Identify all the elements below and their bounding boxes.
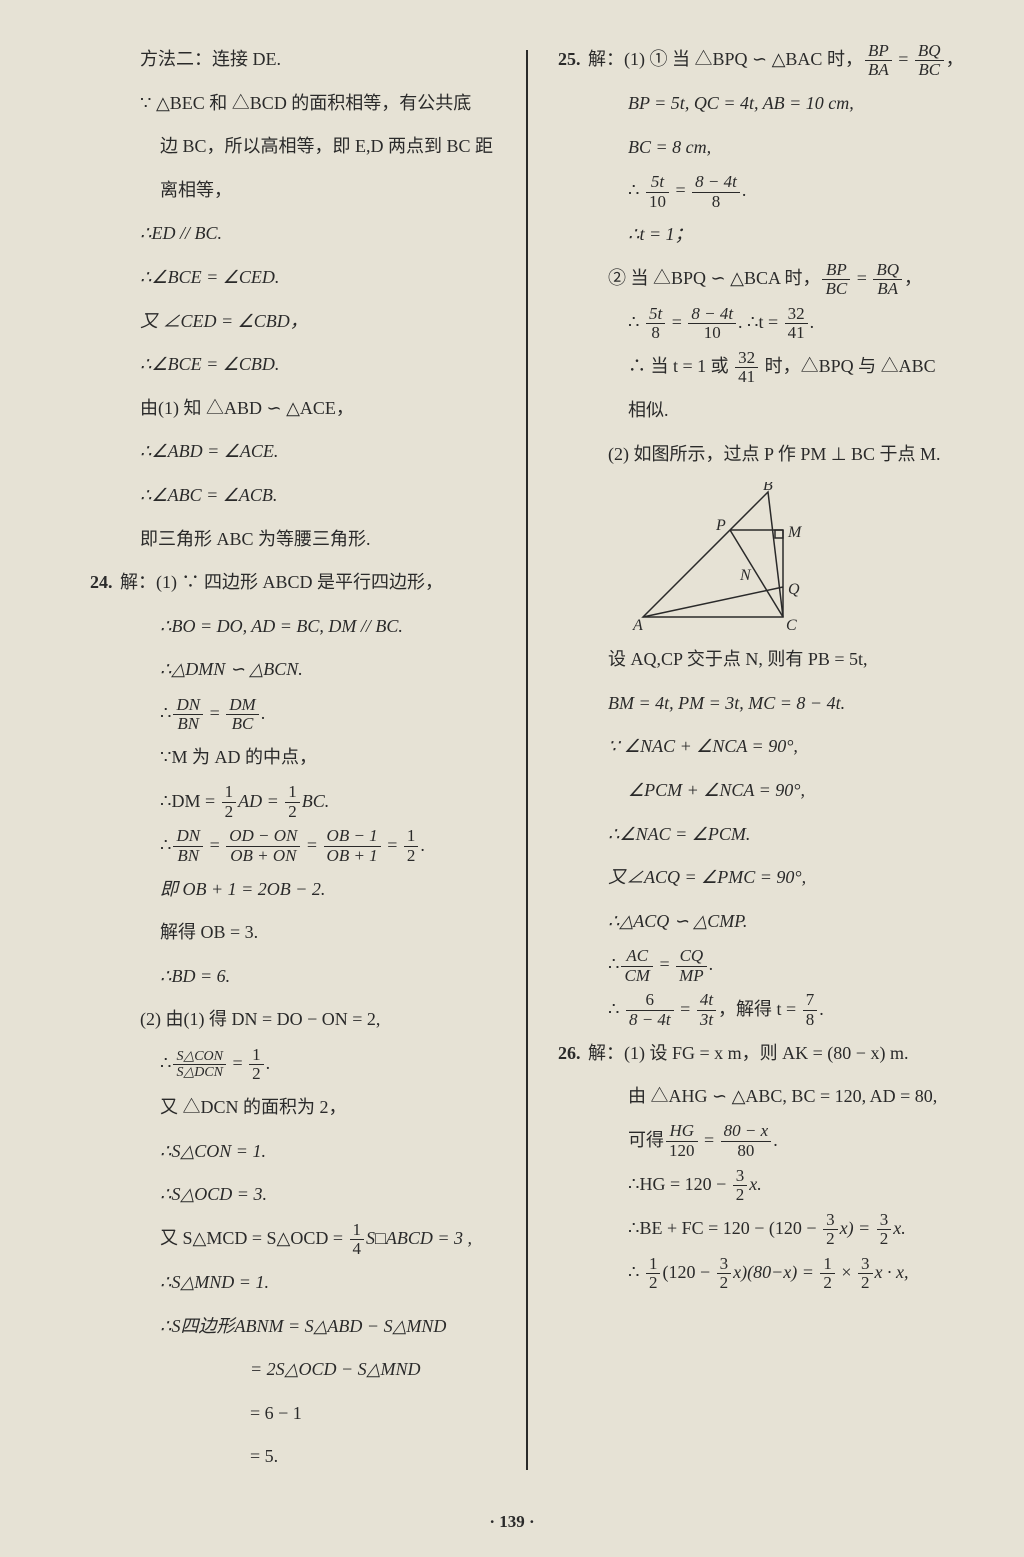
- question-25: 25.解：(1) ① 当 △BPQ ∽ △BAC 时，BPBA = BQBC，: [558, 40, 974, 80]
- text-line: ∴∠ABC = ∠ACB.: [90, 476, 506, 516]
- question-number: 26.: [558, 1034, 588, 1074]
- label-B: B: [763, 482, 773, 494]
- text-line: ∴HG = 120 − 32x.: [558, 1165, 974, 1205]
- text-line: 边 BC，所以高相等，即 E,D 两点到 BC 距: [90, 127, 506, 167]
- text-line: 即三角形 ABC 为等腰三角形.: [90, 520, 506, 560]
- text-line: ∴ 12(120 − 32x)(80−x) = 12 × 32x · x,: [558, 1253, 974, 1293]
- text-line: (2) 如图所示，过点 P 作 PM ⊥ BC 于点 M.: [558, 435, 974, 475]
- text-line: ∴△ACQ ∽ △CMP.: [558, 902, 974, 942]
- text-line: ∴∠BCE = ∠CBD.: [90, 345, 506, 385]
- text-line: ∴△DMN ∽ △BCN.: [90, 650, 506, 690]
- text-line: ∴S△CONS△DCN = 12.: [90, 1044, 506, 1084]
- text-line: ∴ 68 − 4t = 4t3t，解得 t = 78.: [558, 990, 974, 1030]
- text-line: = 2S△OCD − S△MND: [90, 1350, 506, 1390]
- text-line: ∠PCM + ∠NCA = 90°,: [558, 771, 974, 811]
- text-line: ∴S△MND = 1.: [90, 1263, 506, 1303]
- label-A: A: [632, 617, 643, 632]
- question-26: 26.解：(1) 设 FG = x m，则 AK = (80 − x) m.: [558, 1034, 974, 1074]
- text-line: 解得 OB = 3.: [90, 913, 506, 953]
- question-24: 24.解：(1) ∵ 四边形 ABCD 是平行四边形，: [90, 563, 506, 603]
- text-line: 又 ∠CED = ∠CBD，: [90, 302, 506, 342]
- text-line: 方法二：连接 DE.: [90, 40, 506, 80]
- label-C: C: [786, 617, 797, 632]
- text-line: ∵ △BEC 和 △BCD 的面积相等，有公共底: [90, 84, 506, 124]
- text-line: ∴ 当 t = 1 或 3241 时，△BPQ 与 △ABC: [558, 347, 974, 387]
- triangle-diagram: A B C P M Q N: [628, 482, 974, 632]
- left-column: 方法二：连接 DE. ∵ △BEC 和 △BCD 的面积相等，有公共底 边 BC…: [50, 40, 506, 1490]
- column-divider: [526, 50, 528, 1470]
- text-line: ∴DM = 12AD = 12BC.: [90, 782, 506, 822]
- text-line: ∵ ∠NAC + ∠NCA = 90°,: [558, 727, 974, 767]
- text-line: ∴∠BCE = ∠CED.: [90, 258, 506, 298]
- text-line: 又 △DCN 的面积为 2，: [90, 1088, 506, 1128]
- right-column: 25.解：(1) ① 当 △BPQ ∽ △BAC 时，BPBA = BQBC， …: [548, 40, 974, 1490]
- label-M: M: [787, 524, 803, 541]
- label-Q: Q: [788, 581, 800, 598]
- label-P: P: [715, 517, 726, 534]
- text-line: BC = 8 cm,: [558, 128, 974, 168]
- text-line: ∴DNBN = OD − ONOB + ON = OB − 1OB + 1 = …: [90, 826, 506, 866]
- text-line: ∴BO = DO, AD = BC, DM // BC.: [90, 607, 506, 647]
- text-line: = 5.: [90, 1437, 506, 1477]
- text-line: ∴ 5t10 = 8 − 4t8.: [558, 171, 974, 211]
- text-line: 可得HG120 = 80 − x80.: [558, 1121, 974, 1161]
- text-line: 即 OB + 1 = 2OB − 2.: [90, 870, 506, 910]
- text-line: ∴t = 1；: [558, 215, 974, 255]
- text-line: 又∠ACQ = ∠PMC = 90°,: [558, 858, 974, 898]
- text-line: ∴BD = 6.: [90, 957, 506, 997]
- text-line: 离相等，: [90, 171, 506, 211]
- page-body: 方法二：连接 DE. ∵ △BEC 和 △BCD 的面积相等，有公共底 边 BC…: [50, 40, 974, 1490]
- text-line: ∴ACCM = CQMP.: [558, 945, 974, 985]
- text-line: = 6 − 1: [90, 1394, 506, 1434]
- text-line: ∴S△OCD = 3.: [90, 1175, 506, 1215]
- text-line: (2) 由(1) 得 DN = DO − ON = 2,: [90, 1000, 506, 1040]
- diagram-svg: A B C P M Q N: [628, 482, 828, 632]
- text-line: ∴∠ABD = ∠ACE.: [90, 432, 506, 472]
- text-line: BP = 5t, QC = 4t, AB = 10 cm,: [558, 84, 974, 124]
- question-number: 25.: [558, 40, 588, 80]
- text-line: BM = 4t, PM = 3t, MC = 8 − 4t.: [558, 684, 974, 724]
- label-N: N: [739, 567, 752, 584]
- question-number: 24.: [90, 563, 120, 603]
- text-line: ∵M 为 AD 的中点，: [90, 738, 506, 778]
- page-number: · 139 ·: [0, 1512, 1024, 1532]
- text-line: ∴BE + FC = 120 − (120 − 32x) = 32x.: [558, 1209, 974, 1249]
- text-line: 由(1) 知 △ABD ∽ △ACE，: [90, 389, 506, 429]
- text-line: ② 当 △BPQ ∽ △BCA 时，BPBC = BQBA，: [558, 259, 974, 299]
- text-line: 设 AQ,CP 交于点 N, 则有 PB = 5t,: [558, 640, 974, 680]
- text-line: ∴∠NAC = ∠PCM.: [558, 815, 974, 855]
- text-line: ∴DNBN = DMBC.: [90, 694, 506, 734]
- text-line: ∴ED // BC.: [90, 214, 506, 254]
- text-line: ∴S四边形ABNM = S△ABD − S△MND: [90, 1307, 506, 1347]
- text-line: 又 S△MCD = S△OCD = 14S□ABCD = 3 ,: [90, 1219, 506, 1259]
- text-line: ∴S△CON = 1.: [90, 1132, 506, 1172]
- text-line: ∴ 5t8 = 8 − 4t10. ∴t = 3241.: [558, 303, 974, 343]
- text-line: 相似.: [558, 391, 974, 431]
- text-line: 由 △AHG ∽ △ABC, BC = 120, AD = 80,: [558, 1077, 974, 1117]
